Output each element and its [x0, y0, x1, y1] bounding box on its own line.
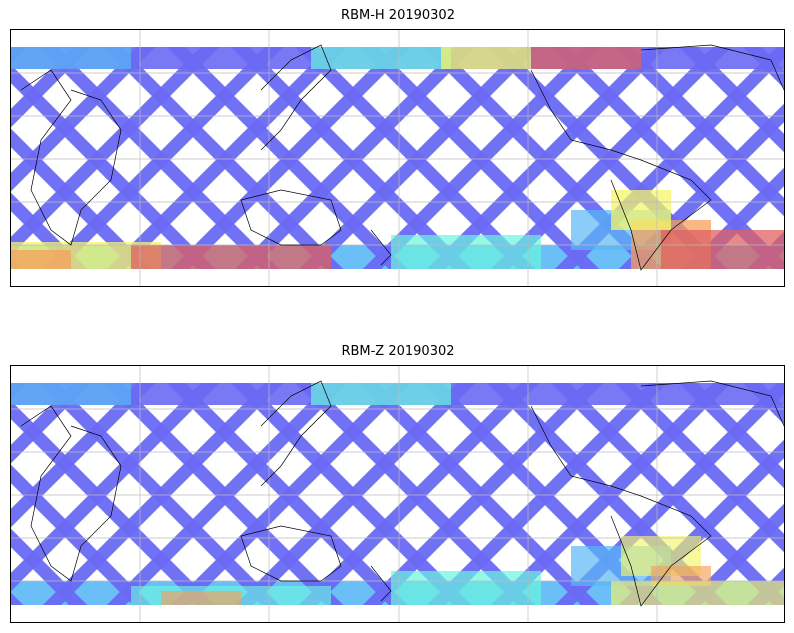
value-patch: [311, 47, 451, 69]
coastline: [240, 525, 342, 582]
high-value-patch: [441, 47, 531, 69]
high-value-patch: [11, 250, 71, 269]
map-panel-rbm-z: [10, 365, 785, 623]
coastline: [640, 380, 784, 427]
swath-descending: [11, 528, 88, 605]
high-value-patch: [611, 581, 784, 605]
map-plot-rbm-h: [11, 30, 784, 286]
coastline: [240, 189, 342, 246]
high-value-patch: [161, 591, 241, 605]
coastline: [530, 69, 712, 271]
coastline: [370, 565, 392, 602]
high-value-patch: [131, 245, 331, 269]
map-title-rbm-z: RBM-Z 20190302: [341, 344, 455, 359]
value-patch: [11, 383, 131, 405]
coastline: [20, 69, 122, 246]
high-value-patch: [531, 47, 641, 69]
value-patch: [391, 571, 541, 605]
swath-layer: [11, 383, 784, 605]
coastline: [20, 405, 122, 582]
swath-layer: [11, 47, 784, 269]
map-title-rbm-h: RBM-H 20190302: [341, 8, 455, 23]
coastline: [530, 405, 712, 607]
coastline: [260, 380, 332, 487]
map-plot-rbm-z: [11, 366, 784, 622]
coastline: [370, 229, 392, 266]
value-patch: [311, 383, 451, 405]
map-panel-rbm-h: [10, 29, 785, 287]
value-patch: [11, 47, 131, 69]
value-patch: [391, 235, 541, 269]
coastline: [640, 44, 784, 91]
coastline: [260, 44, 332, 151]
high-value-patch: [611, 190, 671, 230]
high-value-patch: [661, 230, 784, 269]
